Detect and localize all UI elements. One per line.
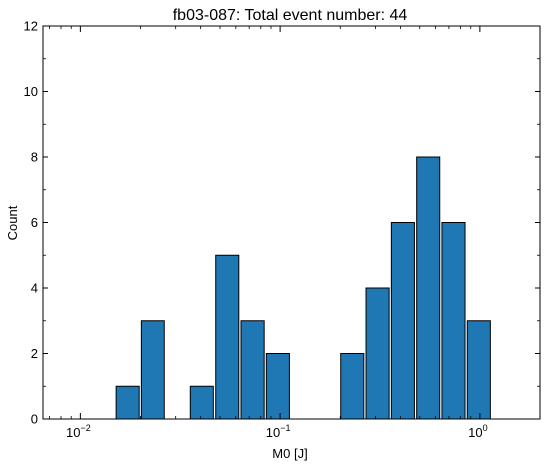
chart-title: fb03-087: Total event number: 44	[173, 7, 408, 24]
histogram-bar	[466, 320, 491, 420]
histogram-bar	[215, 254, 240, 420]
x-axis-label: M0 [J]	[272, 446, 307, 461]
x-tick-label: 10−1	[266, 423, 291, 440]
histogram-bar	[441, 222, 466, 420]
histogram-bar	[140, 320, 165, 420]
y-tick-label: 0	[31, 412, 38, 427]
y-tick-label: 6	[31, 215, 38, 230]
y-axis-label: Count	[5, 205, 20, 240]
y-tick-label: 12	[24, 19, 38, 34]
histogram-bar	[189, 385, 214, 420]
histogram-bar	[340, 353, 365, 420]
histogram-bar	[416, 156, 441, 420]
histogram-bar	[265, 353, 290, 420]
y-axis-ticks: 0 2 4 6 8 10 12	[24, 19, 540, 427]
x-axis-ticks: 10−2 10−1 100	[49, 26, 488, 440]
histogram-bar	[115, 385, 140, 420]
histogram-bar	[365, 287, 390, 420]
y-tick-label: 8	[31, 150, 38, 165]
x-tick-label: 100	[468, 423, 487, 440]
y-tick-label: 2	[31, 346, 38, 361]
plot-frame	[42, 25, 541, 420]
histogram-bar	[390, 222, 415, 420]
histogram-bar	[240, 320, 265, 420]
y-tick-label: 4	[31, 281, 38, 296]
y-tick-label: 10	[24, 84, 38, 99]
x-tick-label: 10−2	[66, 423, 91, 440]
bars-group	[115, 156, 491, 420]
